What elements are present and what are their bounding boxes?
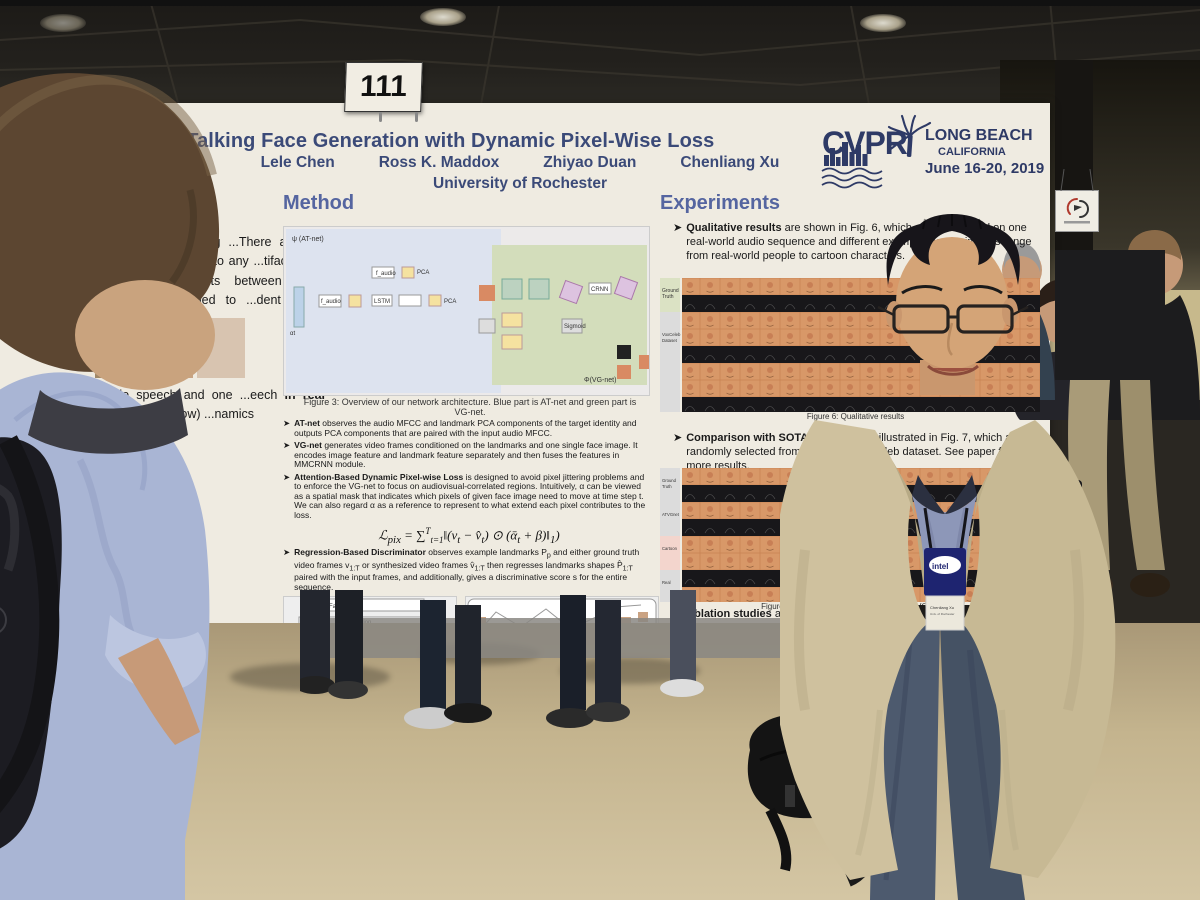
- svg-text:PCA: PCA: [444, 299, 456, 305]
- svg-text:intel: intel: [932, 562, 948, 571]
- svg-text:Φ(VG-net): Φ(VG-net): [584, 377, 616, 384]
- svg-text:f_audio: f_audio: [321, 299, 341, 305]
- svg-text:Chenliang Xu: Chenliang Xu: [930, 605, 954, 610]
- svg-text:Cartoon: Cartoon: [662, 546, 678, 551]
- svg-text:f_audio: f_audio: [376, 271, 396, 277]
- svg-text:Ground: Ground: [662, 478, 677, 483]
- svg-text:Real: Real: [662, 580, 671, 585]
- svg-text:VoxCeleb: VoxCeleb: [662, 332, 681, 337]
- svg-text:Dataset: Dataset: [662, 338, 678, 343]
- svg-text:PCA: PCA: [417, 270, 429, 276]
- svg-text:CALIFORNIA: CALIFORNIA: [938, 146, 1006, 158]
- svg-text:CRNN: CRNN: [591, 287, 608, 293]
- svg-text:LSTM: LSTM: [374, 299, 390, 305]
- svg-text:Sigmoid: Sigmoid: [564, 324, 586, 330]
- svg-text:June 16-20, 2019: June 16-20, 2019: [925, 160, 1044, 177]
- svg-text:ATVGnet: ATVGnet: [662, 512, 680, 517]
- svg-text:Truth: Truth: [662, 294, 674, 300]
- svg-text:Truth: Truth: [662, 484, 672, 489]
- svg-text:LONG BEACH: LONG BEACH: [925, 127, 1033, 144]
- svg-text:Univ. of Rochester: Univ. of Rochester: [930, 612, 954, 616]
